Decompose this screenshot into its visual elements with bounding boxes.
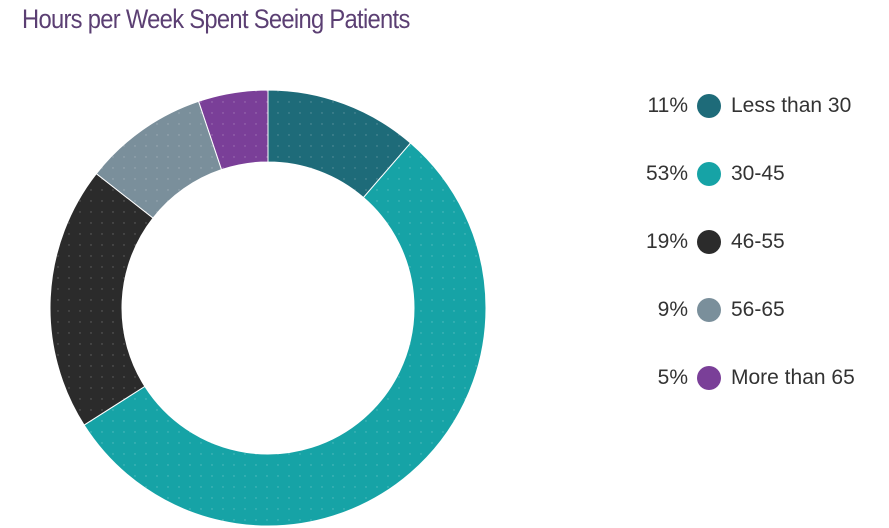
legend-swatch xyxy=(697,94,721,118)
legend-swatch xyxy=(697,298,721,322)
donut-slice-texture xyxy=(96,101,222,219)
donut-chart xyxy=(49,89,487,527)
donut-slice-texture xyxy=(50,173,154,426)
legend-label: Less than 30 xyxy=(731,94,852,117)
legend-item-less-than-30: 11% Less than 30 xyxy=(600,91,889,121)
legend-item-56-65: 9% 56-65 xyxy=(600,295,889,325)
legend-item-more-than-65: 5% More than 65 xyxy=(600,363,889,393)
donut-slice-texture xyxy=(84,143,487,527)
legend-value: 19% xyxy=(645,230,688,253)
legend-label: More than 65 xyxy=(731,366,855,389)
legend-value: 11% xyxy=(647,94,688,117)
legend-swatch xyxy=(697,162,721,186)
donut-slice-texture xyxy=(198,90,268,170)
legend-item-46-55: 19% 46-55 xyxy=(600,227,889,257)
donut-slice-textures xyxy=(50,90,487,527)
legend-value: 9% xyxy=(657,298,688,321)
legend-swatch xyxy=(697,230,721,254)
legend-label: 56-65 xyxy=(731,298,785,321)
legend: 11% Less than 30 53% 30-45 19% 46-55 9% … xyxy=(600,0,889,528)
legend-label: 30-45 xyxy=(731,162,785,185)
legend-value: 5% xyxy=(657,366,688,389)
chart-title: Hours per Week Spent Seeing Patients xyxy=(22,4,410,34)
legend-swatch xyxy=(697,366,721,390)
legend-item-30-45: 53% 30-45 xyxy=(600,159,889,189)
legend-value: 53% xyxy=(645,162,688,185)
legend-label: 46-55 xyxy=(731,230,785,253)
donut-slice-texture xyxy=(268,90,411,198)
